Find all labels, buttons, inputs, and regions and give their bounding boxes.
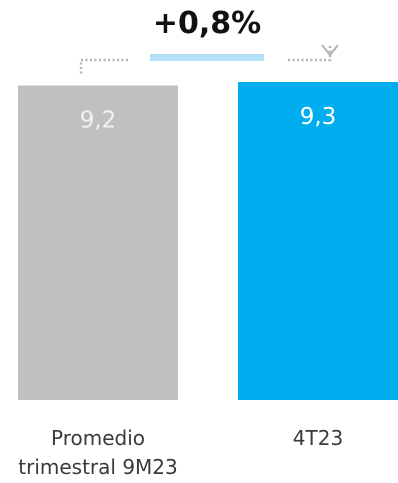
- bar-value-label-1: 9,3: [300, 104, 337, 130]
- category-label-0-1: trimestral 9M23: [18, 455, 178, 479]
- category-label-1-0: 4T23: [293, 426, 343, 450]
- change-label: +0,8%: [153, 6, 261, 41]
- bar-value-label-0: 9,2: [80, 107, 117, 133]
- bar-1: [238, 82, 398, 401]
- connector-left: [79, 58, 129, 74]
- connector-right: [288, 46, 332, 62]
- bar-0: [18, 85, 178, 400]
- change-accent-bar: [150, 54, 264, 61]
- arrow-head-icon: [321, 44, 339, 57]
- category-label-0-0: Promedio: [51, 426, 145, 450]
